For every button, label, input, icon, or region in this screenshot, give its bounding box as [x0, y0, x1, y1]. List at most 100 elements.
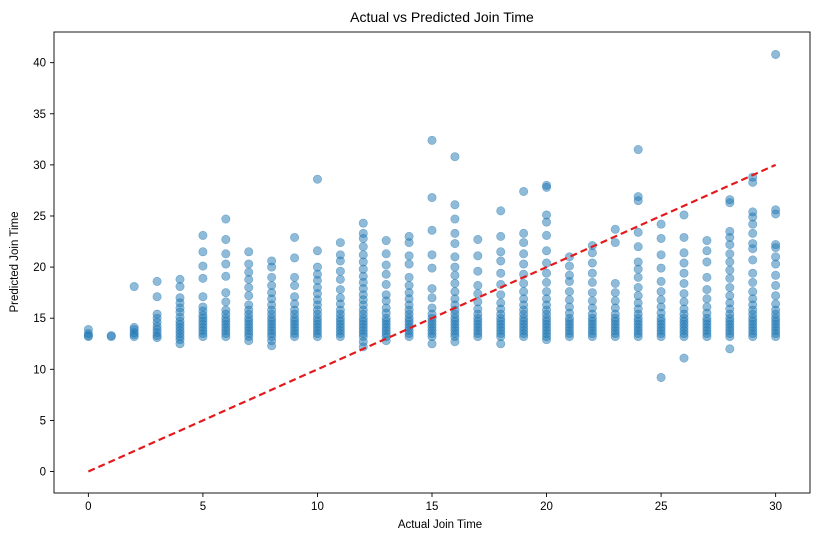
data-point — [404, 280, 414, 290]
data-point — [404, 259, 414, 269]
data-point — [450, 270, 460, 280]
data-point — [152, 292, 162, 302]
data-point — [312, 262, 322, 272]
data-point — [221, 214, 231, 224]
data-point — [312, 174, 322, 184]
data-point — [427, 225, 437, 235]
data-point — [656, 295, 666, 305]
y-tick-label: 0 — [40, 467, 46, 479]
axes: 0 5 10 15 20 25 30 0 5 10 15 20 25 30 35 40 — [33, 31, 811, 513]
data-point — [496, 247, 506, 257]
x-tick-label: 25 — [655, 501, 668, 513]
data-point — [771, 252, 781, 262]
data-point — [679, 297, 689, 307]
data-point — [290, 280, 300, 290]
data-point — [587, 268, 597, 278]
data-point — [83, 324, 93, 334]
data-point — [771, 240, 781, 250]
data-point — [519, 249, 529, 259]
data-point — [358, 228, 368, 238]
data-point — [771, 205, 781, 215]
data-point — [656, 276, 666, 286]
data-point — [381, 269, 391, 279]
data-point — [679, 232, 689, 242]
data-point — [610, 224, 620, 234]
data-point — [587, 296, 597, 306]
data-point — [221, 249, 231, 259]
data-point — [358, 242, 368, 252]
data-point — [473, 266, 483, 276]
y-tick-label: 40 — [33, 58, 46, 70]
data-point — [633, 291, 643, 301]
data-point — [519, 287, 529, 297]
data-point — [610, 296, 620, 306]
chart-title: Actual vs Predicted Join Time — [350, 9, 534, 25]
data-point — [679, 248, 689, 258]
data-point — [702, 294, 712, 304]
data-point — [129, 282, 139, 292]
data-point — [679, 210, 689, 220]
data-point — [633, 257, 643, 267]
data-point — [542, 246, 552, 256]
y-tick-label: 10 — [33, 364, 46, 376]
data-point — [496, 206, 506, 216]
data-point — [450, 239, 460, 249]
data-point — [679, 268, 689, 278]
data-point — [267, 280, 277, 290]
data-point — [496, 290, 506, 300]
data-point — [427, 293, 437, 303]
x-tick-label: 30 — [769, 501, 782, 513]
data-point — [610, 238, 620, 248]
data-point — [152, 276, 162, 286]
data-point — [106, 331, 116, 341]
data-point — [427, 193, 437, 203]
data-point — [496, 268, 506, 278]
data-point — [496, 256, 506, 266]
data-point — [725, 344, 735, 354]
data-point — [610, 288, 620, 298]
data-point — [221, 235, 231, 245]
data-point — [725, 226, 735, 236]
data-point — [587, 258, 597, 268]
data-point — [656, 233, 666, 243]
x-tick-label: 20 — [540, 501, 553, 513]
data-point — [519, 238, 529, 248]
x-tick-label: 0 — [85, 501, 91, 513]
data-point — [542, 277, 552, 287]
data-point — [679, 289, 689, 299]
data-point — [633, 272, 643, 282]
data-point — [381, 260, 391, 270]
data-point — [748, 277, 758, 287]
y-tick-label: 15 — [33, 313, 46, 325]
data-point — [748, 228, 758, 238]
data-point — [198, 230, 208, 240]
data-point — [244, 247, 254, 257]
y-tick-label: 20 — [33, 262, 46, 274]
data-point — [335, 293, 345, 303]
data-point — [450, 214, 460, 224]
data-point — [519, 228, 529, 238]
data-point — [198, 302, 208, 312]
data-point — [427, 135, 437, 145]
data-point — [748, 268, 758, 278]
data-point — [725, 283, 735, 293]
data-point — [450, 278, 460, 288]
data-point — [381, 236, 391, 246]
data-point — [450, 228, 460, 238]
data-point — [427, 263, 437, 273]
data-point — [221, 259, 231, 269]
data-point — [381, 279, 391, 289]
data-point — [198, 273, 208, 283]
data-point — [335, 238, 345, 248]
data-point — [335, 250, 345, 260]
data-point — [335, 266, 345, 276]
data-point — [175, 293, 185, 303]
data-point — [542, 287, 552, 297]
data-point — [358, 250, 368, 260]
data-point — [542, 230, 552, 240]
data-point — [198, 292, 208, 302]
data-point — [450, 262, 460, 272]
data-point — [473, 235, 483, 245]
